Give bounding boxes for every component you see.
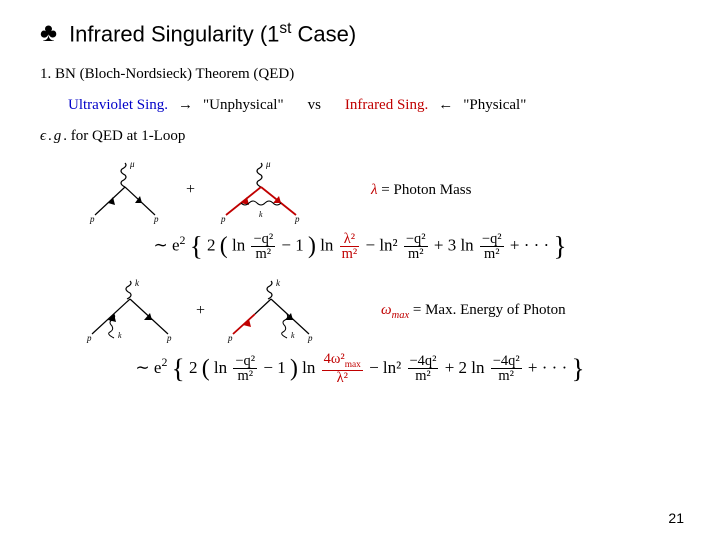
page-number: 21 (668, 510, 684, 526)
svg-text:μ: μ (129, 159, 135, 169)
svg-text:k: k (276, 278, 281, 288)
feynman-diagram-4: k p p k (221, 276, 321, 346)
unphysical-label: "Unphysical" (203, 97, 284, 114)
svg-text:k: k (259, 210, 263, 219)
title-row: ♣ Infrared Singularity (1st Case) (40, 18, 680, 48)
uv-ir-line: Ultraviolet Sing. → "Unphysical" vs Infr… (68, 97, 680, 114)
plus-2: + (196, 302, 205, 320)
svg-text:p: p (89, 214, 95, 224)
legend-omega: ωmax = Max. Energy of Photon (381, 302, 566, 321)
feynman-diagram-1: μ p p (80, 155, 170, 225)
svg-text:k: k (291, 331, 295, 340)
svg-text:p: p (227, 333, 233, 343)
svg-text:μ: μ (265, 159, 271, 169)
svg-text:p: p (166, 333, 172, 343)
club-icon: ♣ (40, 18, 57, 48)
omega-frac: 4ω²max λ² (322, 352, 363, 386)
lambda-frac: λ²m² (340, 232, 360, 262)
arrow-right-icon: → (178, 97, 193, 114)
svg-text:p: p (294, 214, 300, 224)
ir-label: Infrared Sing. (345, 97, 428, 114)
svg-text:p: p (153, 214, 159, 224)
page-title: Infrared Singularity (1st Case) (69, 20, 356, 47)
svg-text:k: k (135, 278, 140, 288)
theorem-line: 1. BN (Bloch-Nordsieck) Theorem (QED) (40, 66, 680, 83)
svg-text:p: p (307, 333, 313, 343)
uv-label: Ultraviolet Sing. (68, 97, 168, 114)
diagram-row-2: k p p k + k p p k ωmax = Max. Energy of … (80, 276, 680, 346)
formula-2: ∼ e2 { 2 ( ln −q²m² − 1 ) ln 4ω²max λ² −… (40, 352, 680, 386)
example-line: ϵ.g. for QED at 1-Loop (40, 128, 680, 145)
formula-1: ∼ e2 { 2 ( ln −q²m² − 1 ) ln λ²m² − ln² … (40, 231, 680, 262)
legend-lambda: λ = Photon Mass (371, 182, 471, 199)
arrow-left-icon: ← (438, 97, 453, 114)
vs-label: vs (308, 97, 321, 114)
svg-text:k: k (118, 331, 122, 340)
plus-1: + (186, 181, 195, 199)
svg-text:p: p (220, 214, 226, 224)
physical-label: "Physical" (463, 97, 526, 114)
feynman-diagram-2: μ p p k (211, 155, 311, 225)
diagram-row-1: μ p p + μ p p k λ = Photon Mass (80, 155, 680, 225)
feynman-diagram-3: k p p k (80, 276, 180, 346)
svg-text:p: p (86, 333, 92, 343)
